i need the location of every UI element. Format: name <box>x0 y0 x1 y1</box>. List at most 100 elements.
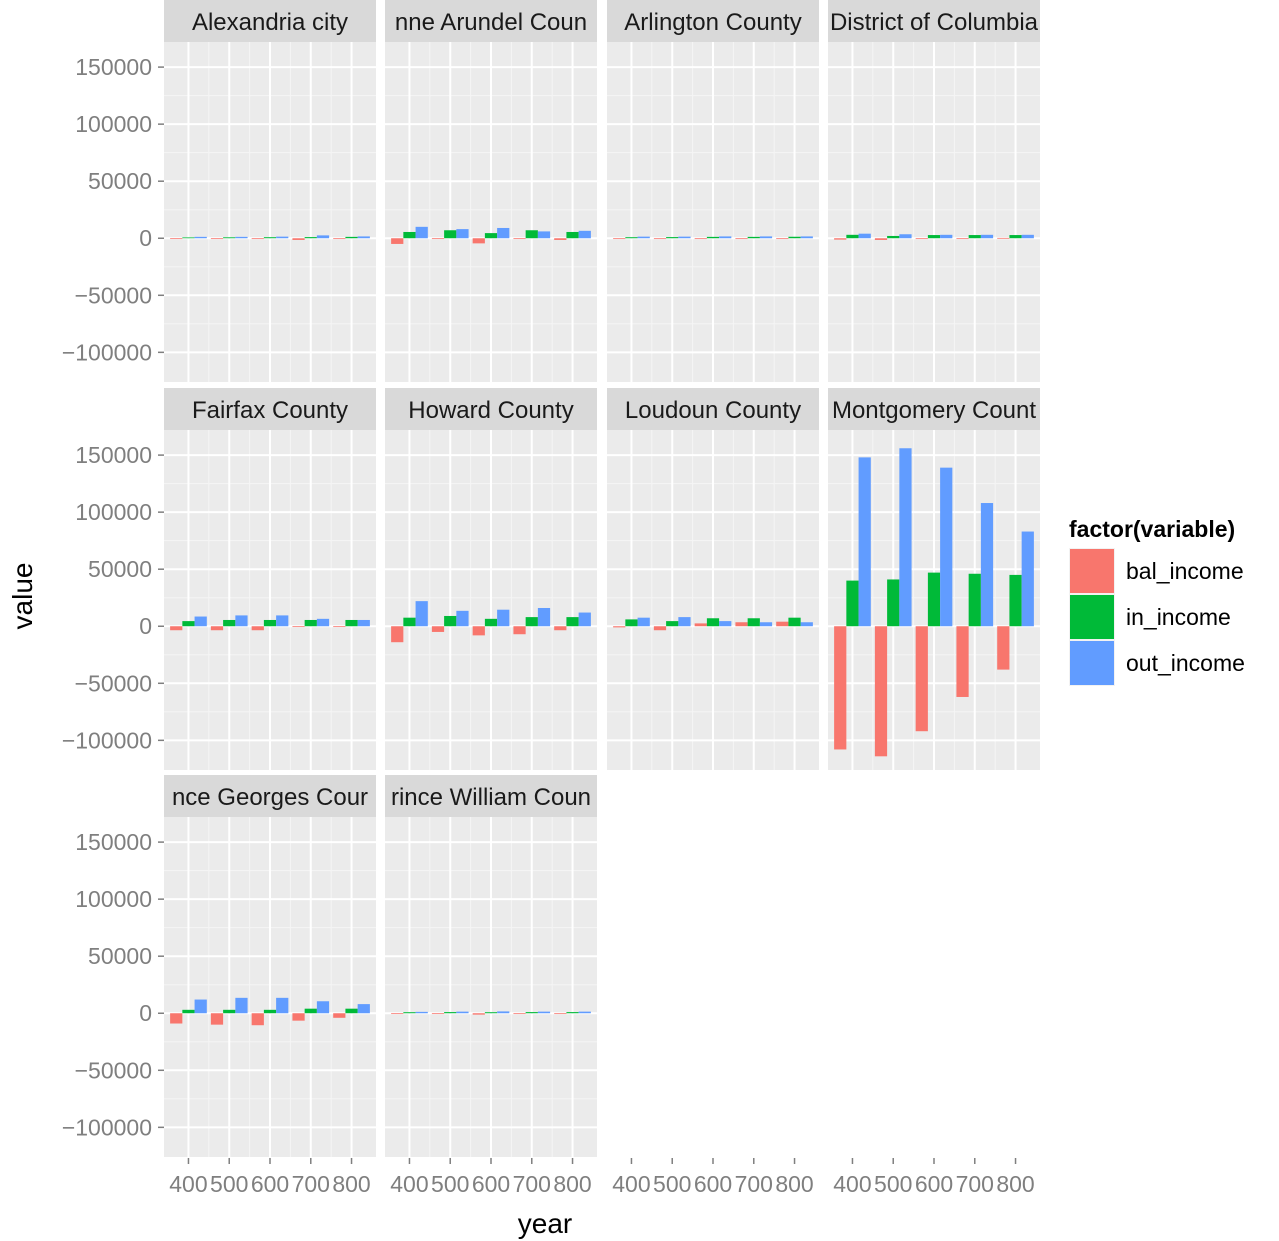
plot-area <box>385 42 597 382</box>
bar-bal_income <box>391 1013 404 1015</box>
y-tick-label: 150000 <box>75 829 152 855</box>
bar-in_income <box>304 619 317 627</box>
bar-bal_income <box>251 626 264 631</box>
bar-bal_income <box>513 626 526 635</box>
bar-in_income <box>788 236 801 239</box>
facet-strip-label: Arlington County <box>624 9 801 36</box>
bar-bal_income <box>554 626 567 631</box>
bar-bal_income <box>834 626 847 750</box>
plot-area <box>828 430 1040 770</box>
bar-out_income <box>194 616 207 627</box>
bar-in_income <box>345 1008 358 1014</box>
legend-label: in_income <box>1126 604 1231 630</box>
y-tick-label: 0 <box>139 225 152 251</box>
bar-out_income <box>415 1011 428 1014</box>
bar-in_income <box>263 619 277 627</box>
bar-bal_income <box>210 238 224 240</box>
legend-title: factor(variable) <box>1069 516 1235 542</box>
bar-out_income <box>415 226 428 239</box>
bar-in_income <box>968 235 981 239</box>
bar-bal_income <box>292 1013 305 1021</box>
bar-bal_income <box>333 626 346 628</box>
bar-bal_income <box>170 238 183 240</box>
bar-bal_income <box>513 238 526 240</box>
legend: factor(variable) bal_income in_income out_… <box>1069 516 1245 686</box>
bar-in_income <box>1009 235 1022 239</box>
y-tick-label: −100000 <box>62 727 152 753</box>
bar-bal_income <box>513 1013 526 1015</box>
bar-out_income <box>357 1004 370 1014</box>
bar-in_income <box>182 237 195 239</box>
bar-bal_income <box>554 1013 567 1015</box>
x-tick-label: 500 <box>874 1171 912 1197</box>
y-tick-label: 50000 <box>88 556 152 582</box>
bar-out_income <box>497 1011 510 1014</box>
facet-strip <box>385 388 597 430</box>
bar-in_income <box>444 1012 457 1014</box>
bar-in_income <box>403 1012 416 1014</box>
plot-area <box>385 817 597 1157</box>
bar-out_income <box>578 612 591 627</box>
bar-bal_income <box>915 626 928 732</box>
x-tick-label: 800 <box>332 1171 370 1197</box>
bar-bal_income <box>251 1013 264 1026</box>
bar-bal_income <box>292 626 305 628</box>
bar-in_income <box>566 617 579 627</box>
bar-in_income <box>927 572 941 627</box>
facet-strip-label: nce Georges Cour <box>172 784 368 811</box>
bar-in_income <box>304 1008 317 1014</box>
bar-in_income <box>747 236 760 239</box>
bar-in_income <box>223 237 236 239</box>
y-tick-label: 100000 <box>75 111 152 137</box>
x-tick-label: 600 <box>251 1171 289 1197</box>
facet-panel: Loudoun County <box>607 388 819 770</box>
x-tick-label: 800 <box>553 1171 591 1197</box>
bar-out_income <box>235 997 248 1014</box>
bar-bal_income <box>776 621 789 627</box>
bar-out_income <box>537 231 551 239</box>
bar-bal_income <box>834 238 847 240</box>
bar-out_income <box>759 622 773 627</box>
bar-out_income <box>456 229 469 239</box>
bar-in_income <box>666 621 679 627</box>
bar-bal_income <box>956 626 969 697</box>
bar-in_income <box>484 233 498 239</box>
y-tick-label: 150000 <box>75 442 152 468</box>
plot-area <box>828 42 1040 382</box>
bar-in_income <box>263 1009 277 1014</box>
x-axis: 400 500 600 700 800 <box>169 1158 371 1197</box>
bar-in_income <box>525 617 538 627</box>
bar-bal_income <box>292 238 305 240</box>
facet-strip <box>385 775 597 817</box>
bar-bal_income <box>997 237 1010 239</box>
bar-out_income <box>415 601 428 627</box>
facet-strip-label: Alexandria city <box>192 9 348 36</box>
bar-in_income <box>706 618 720 627</box>
bar-bal_income <box>694 623 707 627</box>
x-tick-label: 700 <box>735 1171 773 1197</box>
bar-bal_income <box>694 238 707 240</box>
x-tick-label: 600 <box>472 1171 510 1197</box>
plot-area: −100000 −50000 0 50000 100000 150000 <box>62 430 376 770</box>
x-axis: 400 500 600 700 800 <box>612 1158 814 1197</box>
bar-in_income <box>444 615 457 627</box>
bar-bal_income <box>431 626 445 632</box>
bar-in_income <box>182 621 195 627</box>
bar-bal_income <box>653 626 667 631</box>
bar-bal_income <box>170 1013 183 1024</box>
bar-out_income <box>940 467 953 627</box>
bar-out_income <box>276 997 289 1014</box>
legend-label: bal_income <box>1126 558 1244 584</box>
bar-out_income <box>719 236 732 239</box>
y-tick-label: −50000 <box>75 282 152 308</box>
bar-out_income <box>800 622 813 627</box>
bar-out_income <box>800 236 813 239</box>
y-axis-title: value <box>7 563 38 630</box>
x-tick-label: 400 <box>390 1171 428 1197</box>
plot-area <box>385 430 597 770</box>
bar-bal_income <box>472 1013 485 1015</box>
bar-in_income <box>1009 574 1022 627</box>
bar-in_income <box>968 573 981 627</box>
bar-out_income <box>678 236 691 239</box>
